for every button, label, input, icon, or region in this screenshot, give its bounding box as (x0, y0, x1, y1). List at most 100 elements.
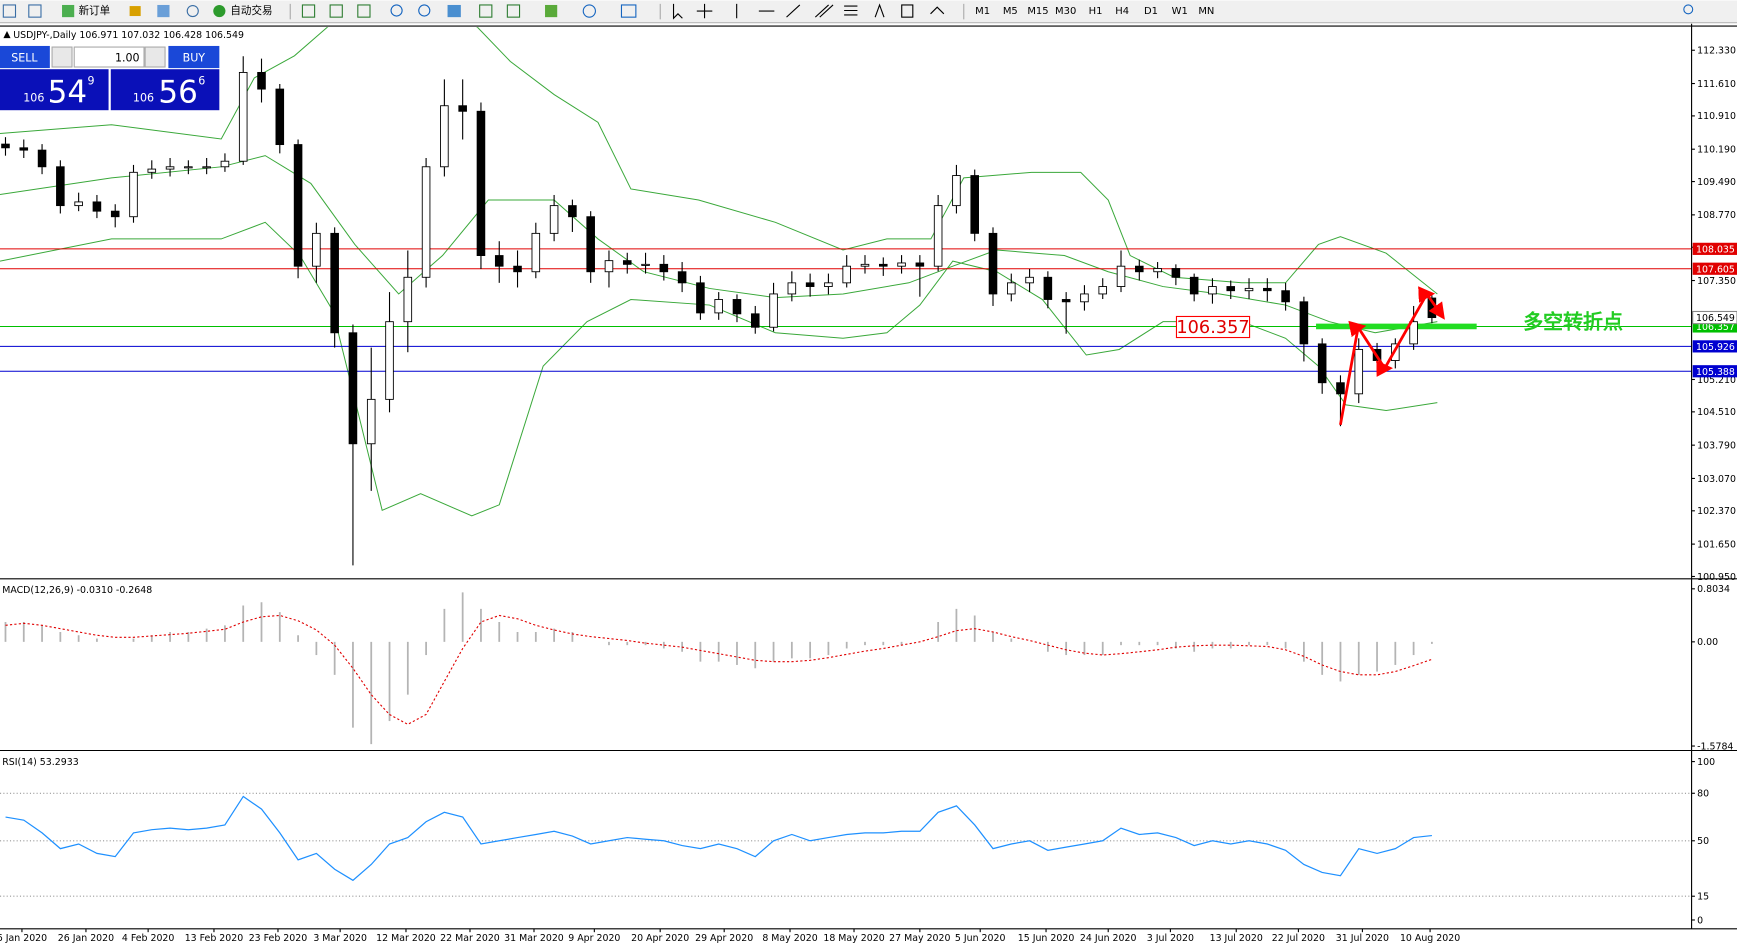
x-tick-label: 26 Jan 2020 (58, 933, 114, 944)
timeframe-button[interactable]: H1 (1089, 6, 1103, 17)
y-tick-label: 103.070 (1697, 474, 1736, 485)
x-tick-label: 5 Jun 2020 (955, 933, 1006, 944)
buy-button[interactable] (168, 45, 220, 69)
candle-body (659, 263, 669, 273)
candle-body (952, 175, 961, 207)
lot-value[interactable]: 1.00 (115, 51, 140, 64)
icon-fibo[interactable] (844, 5, 858, 16)
icon[interactable] (2, 4, 17, 18)
timeframe-button[interactable]: H4 (1115, 6, 1129, 17)
x-tick-label: 3 Jul 2020 (1147, 933, 1194, 944)
icon[interactable] (157, 4, 170, 18)
icon[interactable] (545, 4, 558, 18)
candle-body (385, 321, 394, 400)
candle-body (677, 271, 687, 284)
candle-body (56, 166, 65, 207)
icon[interactable] (620, 4, 637, 18)
timeframe-button[interactable]: M1 (975, 6, 990, 17)
icon-label[interactable] (901, 4, 914, 18)
candle-body (1135, 265, 1144, 273)
icon-zoom-out[interactable] (418, 4, 431, 17)
candle-body (238, 71, 248, 162)
new-order-button[interactable]: 新订单 (79, 4, 111, 17)
candle-body (37, 149, 47, 168)
y-tick-label: 108.770 (1697, 210, 1736, 221)
icon-channel[interactable] (814, 4, 834, 18)
icon-search[interactable] (1683, 4, 1694, 15)
timeframe-button[interactable]: W1 (1172, 6, 1188, 17)
timeframe-button[interactable]: M30 (1055, 6, 1076, 17)
icon-zoom-in[interactable] (390, 4, 403, 17)
sell-big-figure: 106 (23, 91, 44, 104)
candle-body (1244, 287, 1254, 292)
buy-price-box[interactable] (110, 69, 220, 111)
lot-down[interactable] (51, 46, 73, 68)
candle-body (897, 262, 906, 267)
timeframe-button[interactable]: M5 (1003, 6, 1018, 17)
timeframe-button[interactable]: M15 (1027, 6, 1048, 17)
y-tick-label: -1.5784 (1697, 741, 1733, 752)
candle-body (458, 105, 467, 112)
collapse-arrow[interactable]: ▲ (3, 29, 11, 40)
lot-input[interactable] (73, 46, 145, 68)
candle-body (74, 201, 83, 207)
candle-body (348, 332, 358, 445)
buy-fraction: 6 (198, 75, 205, 88)
plot-clip (0, 792, 1692, 897)
sell-fraction: 9 (88, 75, 95, 88)
y-tick-label: 103.790 (1697, 440, 1736, 451)
candle-body (312, 232, 321, 267)
sell-price-box[interactable] (0, 69, 109, 111)
y-tick-label: 100 (1697, 757, 1715, 768)
price-level-label: 107.605 (1696, 264, 1735, 275)
timeframe-button[interactable]: MN (1198, 6, 1214, 17)
icon-trendline[interactable] (786, 4, 801, 18)
candle-body (1043, 276, 1053, 300)
sell-pips: 54 (48, 74, 87, 110)
icon[interactable] (129, 6, 141, 17)
icon[interactable] (28, 4, 42, 18)
icon[interactable] (479, 4, 493, 18)
icon[interactable] (582, 4, 596, 18)
icon[interactable] (447, 4, 461, 18)
sell-label[interactable]: SELL (11, 51, 38, 64)
price-level-tag (1692, 262, 1737, 275)
buy-label[interactable]: BUY (183, 51, 206, 64)
icon-new-order[interactable] (62, 4, 75, 18)
panel: 0.8034 0.00 -1.5784 MACD(12,26,9) -0.0310 -… (0, 584, 1737, 752)
y-tick-label: 100.950 (1697, 572, 1736, 583)
icon-auto-trading[interactable] (213, 4, 226, 18)
candle-body (440, 105, 449, 168)
icon[interactable] (329, 4, 343, 18)
candle-body (1299, 301, 1309, 345)
x-tick-label: 13 Jul 2020 (1210, 933, 1263, 944)
icon-crosshair[interactable] (696, 3, 713, 19)
candle-body (147, 168, 157, 173)
y-tick-label: 0 (1697, 915, 1703, 926)
candle-body (1, 143, 10, 149)
icon[interactable] (301, 4, 316, 18)
icon[interactable] (357, 4, 371, 18)
timeframe-button[interactable]: D1 (1144, 6, 1158, 17)
icon[interactable] (506, 4, 521, 18)
candle-body (1263, 287, 1272, 292)
price-callout-box (1175, 315, 1251, 339)
lot-up[interactable] (144, 46, 166, 68)
candle-body (1226, 286, 1236, 292)
icon[interactable] (186, 4, 199, 18)
candle-body (696, 282, 705, 314)
sell-button[interactable] (0, 45, 50, 69)
y-tick-label: 107.350 (1697, 276, 1736, 287)
candle-body (403, 276, 413, 323)
auto-trading-button[interactable]: 自动交易 (230, 4, 272, 17)
icon-text[interactable] (874, 3, 885, 18)
candle-body (824, 282, 833, 287)
candle-body (1025, 276, 1034, 284)
price-level-tag (1692, 340, 1737, 353)
candle-body (549, 205, 559, 234)
signal-line (5, 614, 1433, 725)
timeframe-group: M1 M5 M15 M30 H1 H4 D1 W1 MN (975, 6, 1214, 17)
icon-arrows[interactable] (930, 6, 945, 15)
icon-cursor[interactable] (672, 3, 683, 20)
